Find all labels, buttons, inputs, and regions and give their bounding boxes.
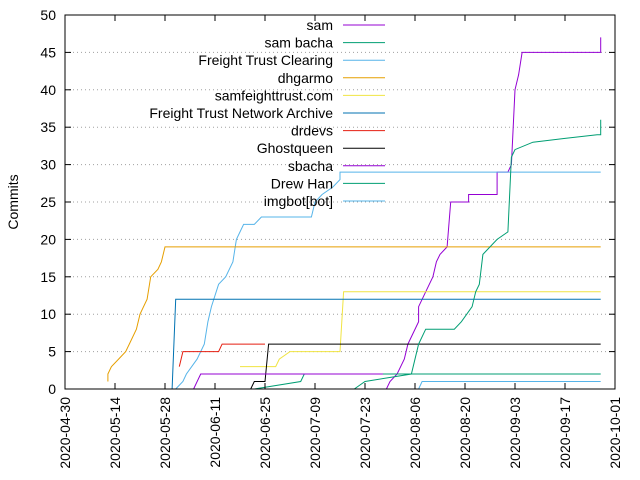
series-line-3 [107,246,601,382]
plot-frame [64,14,616,390]
legend-label: Drew Han [271,175,333,191]
y-axis-label: Commits [5,174,21,229]
legend-label: sbacha [288,158,333,174]
y-tick-label: 15 [40,269,56,285]
x-tick-label: 2020-09-17 [557,397,573,469]
x-tick-label: 2020-10-01 [607,397,623,469]
legend-label: Ghostqueen [257,140,333,156]
y-tick-label: 45 [40,44,56,60]
series-line-7 [250,343,601,390]
series-line-2 [175,171,601,390]
x-axis: 2020-04-30 2020-05-14 2020-05-28 2020-06-11… [57,15,623,469]
x-tick-label: 2020-06-11 [207,397,223,468]
legend-label: samfeighttrust.com [215,87,333,103]
x-tick-label: 2020-05-28 [157,397,173,469]
x-tick-label: 2020-08-20 [457,397,473,469]
y-axis: 0 5 10 15 20 25 30 35 40 45 50 [40,7,615,397]
x-tick-label: 2020-05-14 [107,397,123,469]
x-tick-label: 2020-08-06 [407,397,423,469]
series-line-10 [418,381,601,390]
grid-lines [65,51,615,353]
legend-label: Freight Trust Network Archive [149,105,333,121]
x-tick-label: 2020-04-30 [57,397,73,469]
legend-label: imgbot[bot] [264,193,333,209]
legend-label: dhgarmo [278,70,333,86]
x-tick-label: 2020-06-25 [257,397,273,469]
series-line-4 [240,291,601,368]
legend-label: Freight Trust Clearing [198,52,333,68]
series-line-6 [178,343,265,367]
legend-label: sam bacha [265,35,334,51]
x-tick-label: 2020-07-09 [307,397,323,469]
legend-label: drdevs [291,123,333,139]
series-line-8 [193,373,383,390]
series-line-1 [254,373,601,390]
legend-label: sam [307,17,333,33]
x-tick-label: 2020-07-23 [357,397,373,469]
y-tick-label: 30 [40,157,56,173]
y-tick-label: 50 [40,7,56,23]
y-tick-label: 20 [40,231,56,247]
x-tick-label: 2020-09-03 [507,397,523,469]
y-tick-label: 40 [40,82,56,98]
y-tick-label: 35 [40,119,56,135]
y-tick-label: 0 [48,381,56,397]
y-tick-label: 10 [40,306,56,322]
series-line-9 [354,119,602,390]
y-tick-label: 25 [40,194,56,210]
y-tick-label: 5 [48,344,56,360]
